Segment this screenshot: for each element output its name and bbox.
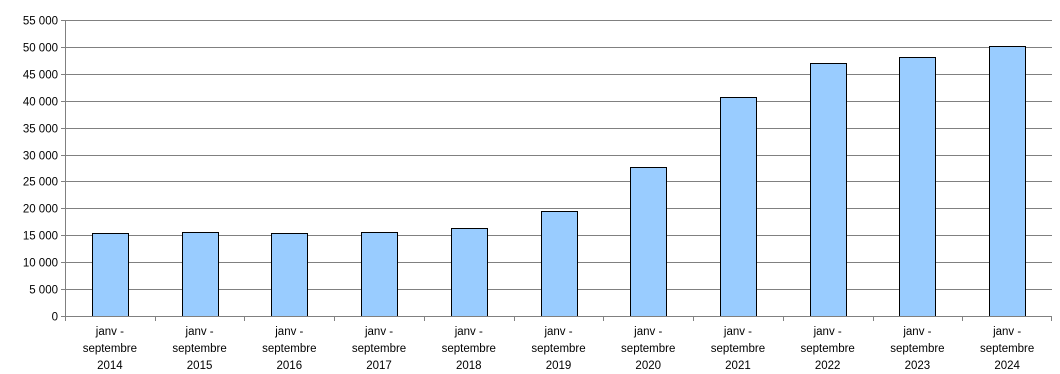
- x-tick-label-line: 2022: [815, 360, 841, 372]
- x-tick-label-line: 2024: [994, 360, 1020, 372]
- x-tick-label: janv - septembre 2024: [980, 326, 1034, 372]
- x-tick-label-line: 2021: [725, 360, 751, 372]
- x-tick-label-line: janv -: [364, 326, 393, 338]
- x-tick-label-line: 2016: [277, 360, 303, 372]
- y-tick-label: 40 000: [23, 97, 58, 109]
- bar-2022: [810, 63, 847, 317]
- x-tick-label: janv - septembre 2016: [262, 326, 316, 372]
- y-tick-label: 10 000: [23, 258, 58, 270]
- axes: [61, 20, 1052, 321]
- y-tick-label: 5 000: [29, 285, 58, 297]
- bar-2020: [630, 167, 667, 317]
- x-tick-label-line: janv -: [543, 326, 572, 338]
- x-tick-label-line: janv -: [723, 326, 752, 338]
- y-tick-label: 30 000: [23, 151, 58, 163]
- x-tick-label-line: septembre: [621, 343, 675, 355]
- y-tick-label: 50 000: [23, 43, 58, 55]
- bar-2021: [720, 97, 757, 317]
- y-tick-label: 45 000: [23, 70, 58, 82]
- x-tick-label-line: 2020: [635, 360, 661, 372]
- bar-2018: [451, 228, 488, 317]
- x-tick-label: janv - septembre 2014: [83, 326, 137, 372]
- y-tick-label: 55 000: [23, 16, 58, 28]
- x-tick-label-line: 2018: [456, 360, 482, 372]
- x-tick-label-line: janv -: [185, 326, 214, 338]
- x-tick-label-line: janv -: [992, 326, 1021, 338]
- bar-2016: [271, 233, 308, 317]
- x-tick-label-line: septembre: [801, 343, 855, 355]
- x-tick-label: janv - septembre 2017: [352, 326, 406, 372]
- bar-2024: [989, 46, 1026, 317]
- x-tick-label-line: septembre: [83, 343, 137, 355]
- x-tick-label: janv - septembre 2022: [801, 326, 855, 372]
- x-tick-label-line: septembre: [352, 343, 406, 355]
- x-tick-label-line: 2017: [366, 360, 392, 372]
- y-tick-label: 20 000: [23, 204, 58, 216]
- x-tick-label: janv - septembre 2023: [890, 326, 944, 372]
- x-tick-label-line: 2019: [546, 360, 572, 372]
- y-tick-label: 0: [52, 312, 58, 324]
- x-tick-label-line: janv -: [454, 326, 483, 338]
- x-tick-label-line: septembre: [442, 343, 496, 355]
- x-tick-label-line: janv -: [902, 326, 931, 338]
- x-tick-label: janv - septembre 2015: [172, 326, 226, 372]
- x-tick-label-line: septembre: [172, 343, 226, 355]
- y-tick-labels: 0 5 000 10 000 15 000 20 000 25 000 30 000 35 0…: [23, 16, 58, 324]
- y-tick-label: 35 000: [23, 124, 58, 136]
- x-tick-label: janv - septembre 2021: [711, 326, 765, 372]
- bar-2023: [899, 57, 936, 317]
- x-tick-label-line: septembre: [262, 343, 316, 355]
- gridlines: [65, 20, 1052, 290]
- bar-2017: [361, 232, 398, 317]
- x-tick-label-line: septembre: [890, 343, 944, 355]
- x-tick-label-line: septembre: [711, 343, 765, 355]
- x-tick-label-line: janv -: [95, 326, 124, 338]
- x-tick-label-line: septembre: [531, 343, 585, 355]
- x-tick-label: janv - septembre 2018: [442, 326, 496, 372]
- y-tick-label: 15 000: [23, 231, 58, 243]
- bar-2015: [182, 232, 219, 317]
- x-tick-label-line: 2015: [187, 360, 213, 372]
- x-tick-label-line: janv -: [274, 326, 303, 338]
- x-tick-label: janv - septembre 2020: [621, 326, 675, 372]
- x-tick-label-line: septembre: [980, 343, 1034, 355]
- x-tick-label-line: 2014: [97, 360, 123, 372]
- x-tick-label: janv - septembre 2019: [531, 326, 585, 372]
- x-tick-label-line: janv -: [813, 326, 842, 338]
- bars: [92, 46, 1026, 317]
- x-tick-label-line: 2023: [905, 360, 931, 372]
- bar-2014: [92, 233, 129, 317]
- y-tick-label: 25 000: [23, 177, 58, 189]
- x-tick-label-line: janv -: [633, 326, 662, 338]
- bar-2019: [541, 211, 578, 317]
